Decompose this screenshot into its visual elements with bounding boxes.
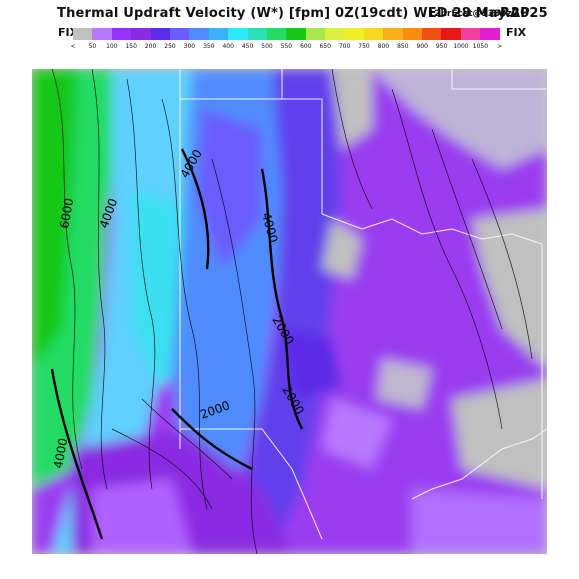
color-swatch <box>363 28 384 40</box>
color-swatch <box>92 28 112 40</box>
color-swatch <box>422 28 442 40</box>
velocity-field <box>32 69 547 554</box>
color-swatch <box>131 28 151 40</box>
color-swatch <box>441 28 461 40</box>
tick-label: 850 <box>397 43 409 50</box>
tick-label: 250 <box>164 43 176 50</box>
map-canvas: 6000 4000 2000 2000 2000 4000 4000 4000 <box>32 69 547 554</box>
tick-label: 500 <box>261 43 273 50</box>
color-swatch <box>73 28 93 40</box>
tick-label: 600 <box>300 43 312 50</box>
major-contours <box>50 148 304 540</box>
map-title: Thermal Updraft Velocity (W*) [fpm] 0Z(1… <box>0 4 579 24</box>
tick-label: 550 <box>280 43 293 50</box>
color-swatch <box>383 28 403 40</box>
tick-label: 350 <box>203 43 215 50</box>
color-swatch <box>247 28 267 40</box>
tick-label: 450 <box>241 43 254 50</box>
tick-label: 1050 <box>472 43 489 50</box>
color-swatch <box>305 28 326 40</box>
tick-label: > <box>497 43 503 50</box>
color-swatch <box>111 28 132 40</box>
color-swatch <box>402 28 423 40</box>
color-swatch <box>325 28 345 40</box>
tick-label: 800 <box>377 43 390 50</box>
color-scale-bar <box>73 28 500 40</box>
tick-label: 900 <box>416 43 428 50</box>
color-scale-ticks: <50 100 150 200 250 300 350 400 450 500 550 600 650 7… <box>68 43 508 53</box>
tick-label: 50 <box>88 43 97 50</box>
color-swatch <box>286 28 306 40</box>
contour-label: 4000 <box>51 437 70 470</box>
tick-label: 700 <box>338 43 351 50</box>
state-borders <box>179 69 547 540</box>
model-name: RAP <box>500 6 530 21</box>
color-swatch <box>344 28 364 40</box>
title-text: Thermal Updraft Velocity (W*) [fpm] 0Z(1… <box>57 6 548 21</box>
tick-label: 300 <box>183 43 196 50</box>
color-swatch <box>189 28 209 40</box>
color-swatch <box>228 28 248 40</box>
updraft-map: 6000 4000 2000 2000 2000 4000 4000 4000 <box>32 69 547 554</box>
tick-label: 750 <box>358 43 370 50</box>
color-swatch <box>480 28 500 40</box>
contour-lines <box>51 69 533 554</box>
tick-label: 650 <box>319 43 331 50</box>
tick-label: 200 <box>144 43 157 50</box>
color-swatch <box>169 28 190 40</box>
tick-label: 100 <box>106 43 118 50</box>
contour-label: 6000 <box>57 197 76 230</box>
forecast-time: 12hrFcst@1335z <box>428 9 512 19</box>
color-swatch <box>150 28 170 40</box>
legend-right-label: FIX <box>506 26 527 39</box>
color-swatch <box>266 28 287 40</box>
color-swatch <box>208 28 229 40</box>
tick-label: 1000 <box>453 43 469 50</box>
tick-label: 150 <box>125 43 137 50</box>
tick-label: < <box>70 43 76 50</box>
color-swatch <box>460 28 481 40</box>
tick-label: 950 <box>435 43 448 50</box>
tick-label: 400 <box>222 43 234 50</box>
